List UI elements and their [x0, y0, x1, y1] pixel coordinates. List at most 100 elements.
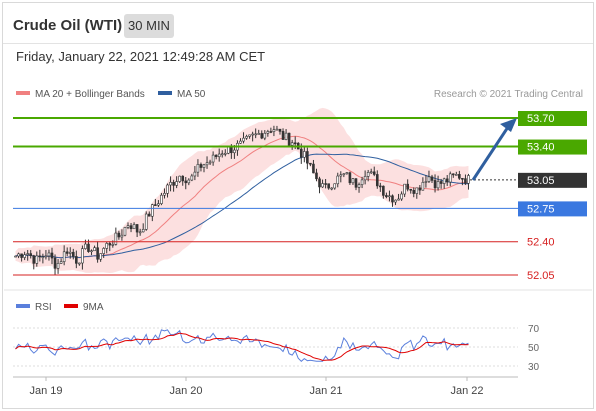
candle-body	[327, 183, 330, 189]
level-tag-52-75	[518, 201, 587, 217]
candle-body	[254, 133, 257, 136]
candle-body	[299, 148, 303, 158]
level-label-53-05: 53.05	[527, 175, 555, 187]
candle-body	[266, 131, 270, 134]
candle-body	[379, 185, 382, 188]
candle-body	[17, 253, 20, 257]
candle-body	[357, 184, 361, 188]
candle-body	[166, 184, 169, 194]
candle-body	[461, 177, 464, 180]
time-label-jan19: Jan 19	[29, 385, 62, 397]
candle-body	[467, 175, 470, 184]
candle-body	[114, 232, 118, 245]
candle-body	[32, 255, 36, 264]
candle-body	[424, 181, 428, 183]
bollinger-legend-swatch	[16, 91, 30, 95]
level-label-53-70: 53.70	[527, 113, 555, 125]
candle-body	[93, 247, 96, 252]
candle-body	[339, 174, 343, 177]
candle-body	[160, 194, 163, 204]
candle-body	[442, 178, 446, 184]
candle-body	[369, 171, 373, 174]
level-label-52-40: 52.40	[527, 237, 555, 249]
candle-body	[223, 152, 227, 155]
rsi-panel: RSI 9MA 70 50 30	[13, 302, 540, 373]
level-label-53-40: 53.40	[527, 142, 555, 154]
candle-body	[430, 176, 434, 181]
bollinger-legend-label: MA 20 + Bollinger Bands	[35, 89, 145, 100]
candle-body	[412, 189, 416, 194]
candle-body	[257, 133, 261, 135]
candle-body	[147, 213, 151, 217]
candle-body	[306, 151, 309, 164]
ma9-legend-swatch	[64, 304, 78, 308]
candle-body	[190, 175, 194, 181]
candle-body	[81, 248, 84, 264]
ma50-legend-label: MA 50	[177, 89, 206, 100]
candle-body	[105, 243, 109, 249]
candle-body	[448, 173, 452, 183]
candle-body	[269, 131, 273, 133]
candle-body	[293, 142, 297, 145]
candle-body	[248, 134, 251, 137]
widget-header: Crude Oil (WTI) 30 MIN	[3, 3, 593, 44]
candle-body	[78, 262, 81, 265]
candle-body	[406, 183, 409, 190]
candle-body	[333, 183, 337, 189]
candle-body	[260, 133, 264, 139]
candle-body	[14, 255, 17, 258]
candle-body	[23, 254, 26, 258]
candle-body	[123, 227, 127, 236]
candle-body	[290, 142, 294, 146]
candle-body	[99, 253, 102, 260]
rsi-legend-label: RSI	[35, 302, 52, 313]
candle-body	[138, 231, 142, 234]
candle-body	[44, 255, 48, 258]
candle-body	[287, 132, 291, 146]
candle-body	[321, 183, 324, 188]
chart-datetime: Friday, January 22, 2021 12:49:28 AM CET	[16, 49, 266, 64]
time-label-jan21: Jan 21	[309, 385, 342, 397]
candle-body	[205, 162, 209, 166]
candle-body	[312, 163, 315, 174]
candle-body	[455, 174, 458, 176]
research-credit: Research © 2021 Trading Central	[434, 89, 583, 100]
candle-body	[275, 128, 279, 131]
timeframe-badge[interactable]: 30 MIN	[124, 14, 174, 38]
candle-body	[65, 251, 69, 254]
level-tag-53-70	[518, 111, 587, 126]
candle-body	[284, 132, 288, 140]
candle-body	[348, 172, 352, 184]
candle-body	[363, 176, 367, 181]
candle-body	[366, 172, 370, 177]
candle-body	[169, 181, 172, 186]
candle-body	[211, 154, 215, 163]
candle-body	[129, 225, 133, 230]
candle-body	[372, 171, 376, 175]
candle-body	[227, 146, 230, 154]
candle-body	[175, 181, 178, 186]
candle-body	[50, 252, 54, 259]
candle-body	[62, 251, 66, 262]
rsi-tick-30: 30	[528, 362, 540, 373]
candle-body	[315, 172, 318, 180]
candle-body	[208, 161, 212, 164]
bollinger-band-area	[15, 107, 469, 274]
candle-body	[233, 149, 236, 154]
time-axis: Jan 19 Jan 20 Jan 21 Jan 22	[29, 377, 484, 397]
candle-body	[391, 195, 394, 203]
candle-body	[71, 251, 75, 257]
candle-body	[184, 180, 188, 184]
candle-body	[445, 178, 449, 183]
projection-arrow-head	[500, 118, 517, 132]
candle-body	[59, 261, 63, 264]
rsi-ma9-line	[15, 332, 469, 361]
candle-body	[263, 132, 267, 139]
rsi-legend-swatch	[16, 304, 30, 308]
level-tag-53-05	[518, 172, 587, 188]
candle-body	[120, 234, 124, 238]
candle-body	[345, 172, 349, 175]
candle-body	[421, 182, 425, 191]
candle-body	[303, 151, 306, 158]
